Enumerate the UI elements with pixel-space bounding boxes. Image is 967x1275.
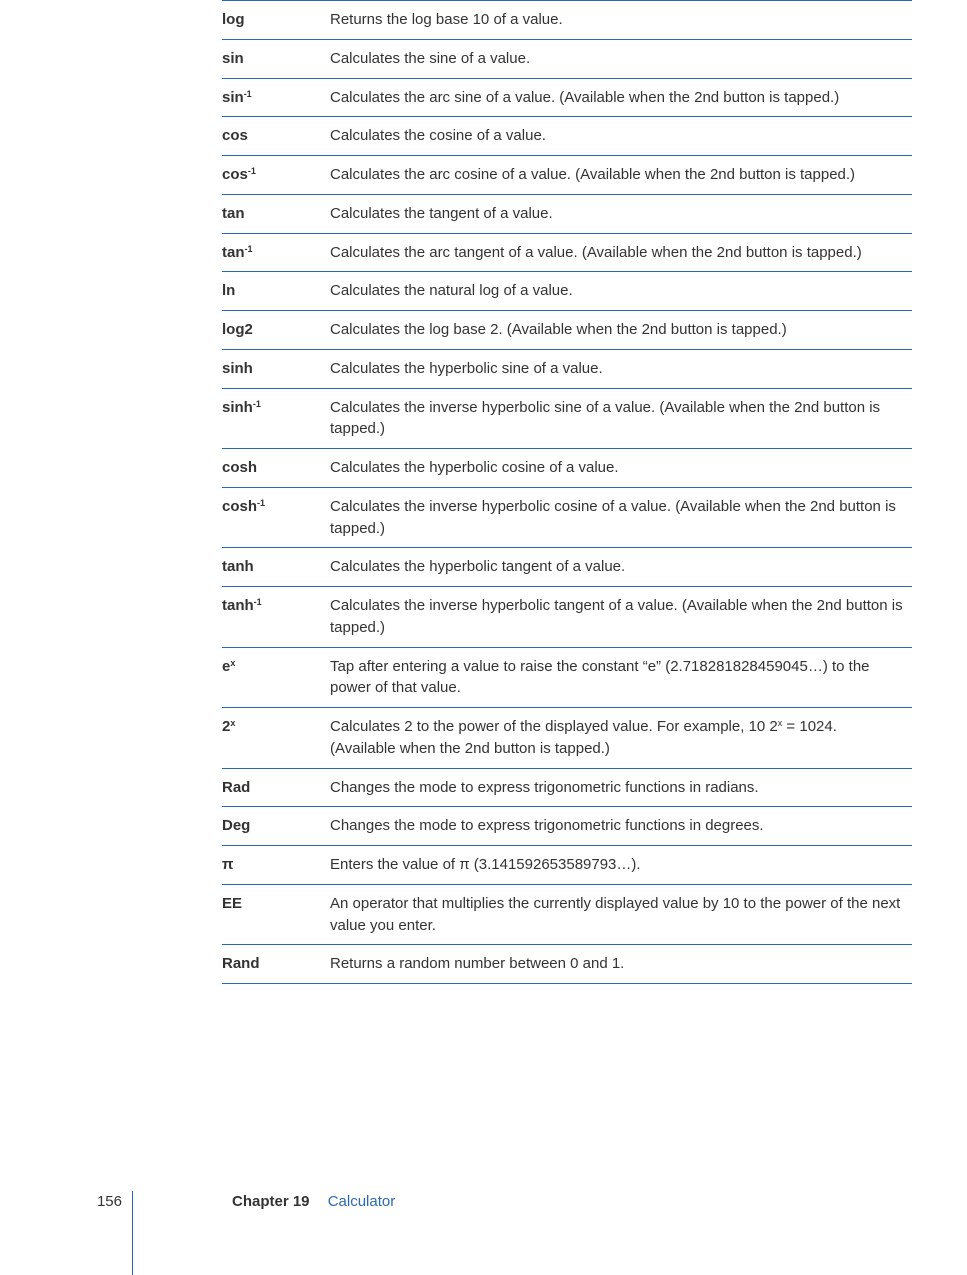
function-name: cosh-1 bbox=[222, 496, 330, 540]
function-name: cos-1 bbox=[222, 164, 330, 186]
table-row: exTap after entering a value to raise th… bbox=[222, 648, 912, 709]
function-description: Calculates 2 to the power of the display… bbox=[330, 716, 912, 760]
function-description: Calculates the inverse hyperbolic tangen… bbox=[330, 595, 912, 639]
function-description: Calculates the natural log of a value. bbox=[330, 280, 912, 302]
table-row: sinCalculates the sine of a value. bbox=[222, 40, 912, 79]
table-row: cosh-1Calculates the inverse hyperbolic … bbox=[222, 488, 912, 549]
function-description: Calculates the sine of a value. bbox=[330, 48, 912, 70]
function-description: Calculates the inverse hyperbolic cosine… bbox=[330, 496, 912, 540]
function-description: Returns a random number between 0 and 1. bbox=[330, 953, 912, 975]
page-number: 156 bbox=[0, 1193, 122, 1210]
table-row: RandReturns a random number between 0 an… bbox=[222, 945, 912, 984]
table-row: sin-1Calculates the arc sine of a value.… bbox=[222, 79, 912, 118]
function-name: sinh bbox=[222, 358, 330, 380]
table-row: log2Calculates the log base 2. (Availabl… bbox=[222, 311, 912, 350]
table-row: tanh-1Calculates the inverse hyperbolic … bbox=[222, 587, 912, 648]
function-name: cosh bbox=[222, 457, 330, 479]
function-description: Calculates the arc sine of a value. (Ava… bbox=[330, 87, 912, 109]
function-description: Calculates the hyperbolic tangent of a v… bbox=[330, 556, 912, 578]
table-row: tanCalculates the tangent of a value. bbox=[222, 195, 912, 234]
table-row: sinh-1Calculates the inverse hyperbolic … bbox=[222, 389, 912, 450]
function-name: π bbox=[222, 854, 330, 876]
function-name: sin-1 bbox=[222, 87, 330, 109]
function-name: cos bbox=[222, 125, 330, 147]
table-row: RadChanges the mode to express trigonome… bbox=[222, 769, 912, 808]
table-row: DegChanges the mode to express trigonome… bbox=[222, 807, 912, 846]
function-description: Calculates the arc cosine of a value. (A… bbox=[330, 164, 912, 186]
function-name: ex bbox=[222, 656, 330, 700]
function-name: tan bbox=[222, 203, 330, 225]
function-name: tanh bbox=[222, 556, 330, 578]
chapter-title: Calculator bbox=[328, 1193, 396, 1210]
table-row: πEnters the value of π (3.14159265358979… bbox=[222, 846, 912, 885]
function-name: tan-1 bbox=[222, 242, 330, 264]
function-description: Calculates the tangent of a value. bbox=[330, 203, 912, 225]
function-name: ln bbox=[222, 280, 330, 302]
function-name: Rand bbox=[222, 953, 330, 975]
function-name: sin bbox=[222, 48, 330, 70]
table-row: lnCalculates the natural log of a value. bbox=[222, 272, 912, 311]
function-name: 2x bbox=[222, 716, 330, 760]
function-name: EE bbox=[222, 893, 330, 937]
table-row: cos-1Calculates the arc cosine of a valu… bbox=[222, 156, 912, 195]
table-row: coshCalculates the hyperbolic cosine of … bbox=[222, 449, 912, 488]
function-description: Enters the value of π (3.141592653589793… bbox=[330, 854, 912, 876]
function-name: sinh-1 bbox=[222, 397, 330, 441]
function-description: Changes the mode to express trigonometri… bbox=[330, 777, 912, 799]
table-row: tan-1Calculates the arc tangent of a val… bbox=[222, 234, 912, 273]
function-name: tanh-1 bbox=[222, 595, 330, 639]
function-name: log bbox=[222, 9, 330, 31]
function-description: Calculates the arc tangent of a value. (… bbox=[330, 242, 912, 264]
function-description: Calculates the log base 2. (Available wh… bbox=[330, 319, 912, 341]
chapter-block: Chapter 19 Calculator bbox=[232, 1193, 395, 1210]
table-row: 2xCalculates 2 to the power of the displ… bbox=[222, 708, 912, 769]
table-row: EEAn operator that multiplies the curren… bbox=[222, 885, 912, 946]
table-row: cosCalculates the cosine of a value. bbox=[222, 117, 912, 156]
function-name: log2 bbox=[222, 319, 330, 341]
footer-rule bbox=[132, 1191, 133, 1275]
page-footer: 156 Chapter 19 Calculator bbox=[0, 1191, 967, 1221]
function-description: Returns the log base 10 of a value. bbox=[330, 9, 912, 31]
function-description: Calculates the hyperbolic cosine of a va… bbox=[330, 457, 912, 479]
function-description: Changes the mode to express trigonometri… bbox=[330, 815, 912, 837]
function-description: Tap after entering a value to raise the … bbox=[330, 656, 912, 700]
function-description: Calculates the inverse hyperbolic sine o… bbox=[330, 397, 912, 441]
function-description: Calculates the hyperbolic sine of a valu… bbox=[330, 358, 912, 380]
table-row: sinhCalculates the hyperbolic sine of a … bbox=[222, 350, 912, 389]
table-row: tanhCalculates the hyperbolic tangent of… bbox=[222, 548, 912, 587]
function-name: Deg bbox=[222, 815, 330, 837]
function-table: logReturns the log base 10 of a value.si… bbox=[222, 0, 912, 984]
table-row: logReturns the log base 10 of a value. bbox=[222, 1, 912, 40]
function-name: Rad bbox=[222, 777, 330, 799]
function-description: Calculates the cosine of a value. bbox=[330, 125, 912, 147]
function-description: An operator that multiplies the currentl… bbox=[330, 893, 912, 937]
chapter-label: Chapter 19 bbox=[232, 1193, 310, 1210]
